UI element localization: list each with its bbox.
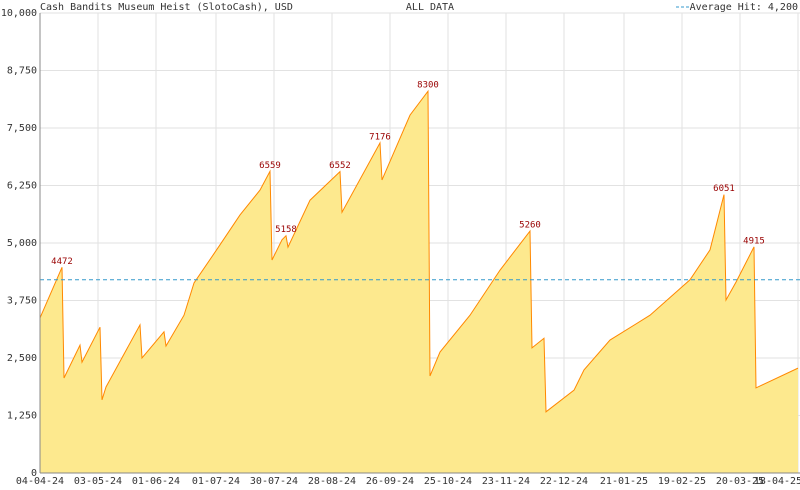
x-tick-label: 25-10-24 [424, 476, 472, 487]
x-tick-label: 28-08-24 [308, 476, 356, 487]
x-tick-label: 03-05-24 [74, 476, 122, 487]
x-tick-label: 01-07-24 [192, 476, 240, 487]
x-tick-label: 18-04-25 [754, 476, 800, 487]
data-label: 8300 [417, 81, 439, 91]
chart-title: Cash Bandits Museum Heist (SlotoCash), U… [40, 2, 293, 13]
x-tick-label: 23-11-24 [482, 476, 530, 487]
y-tick-label: 5,000 [7, 238, 37, 249]
data-label: 6051 [713, 184, 735, 194]
data-label: 7176 [369, 132, 391, 142]
x-tick-label: 04-04-24 [16, 476, 64, 487]
average-label: Average Hit: 4,200 [690, 2, 798, 13]
data-label: 6559 [259, 161, 281, 171]
data-label: 5260 [519, 221, 541, 231]
x-tick-label: 26-09-24 [366, 476, 414, 487]
data-label: 4472 [51, 257, 73, 267]
x-tick-label: 20-03-25 [716, 476, 764, 487]
data-label: 5158 [275, 225, 297, 235]
y-tick-label: 6,250 [7, 181, 37, 192]
y-tick-label: 3,750 [7, 296, 37, 307]
x-tick-label: 01-06-24 [132, 476, 180, 487]
x-tick-label: 19-02-25 [658, 476, 706, 487]
y-tick-label: 0 [31, 468, 37, 479]
area [40, 91, 798, 473]
data-label: 4915 [743, 236, 765, 246]
line [39, 89, 799, 413]
y-tick-label: 1,250 [7, 411, 37, 422]
x-tick-label: 22-12-24 [540, 476, 588, 487]
data-label: 6552 [329, 161, 351, 171]
y-tick-label: 7,500 [7, 123, 37, 134]
y-tick-label: 2,500 [7, 353, 37, 364]
x-tick-label: 21-01-25 [600, 476, 648, 487]
y-tick-label: 8,750 [7, 66, 37, 77]
x-tick-label: 30-07-24 [250, 476, 298, 487]
y-tick-label: 10,000 [1, 8, 37, 19]
chart-subtitle: ALL DATA [406, 2, 454, 13]
